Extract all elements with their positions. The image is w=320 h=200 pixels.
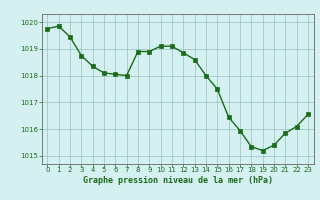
X-axis label: Graphe pression niveau de la mer (hPa): Graphe pression niveau de la mer (hPa): [83, 176, 273, 185]
